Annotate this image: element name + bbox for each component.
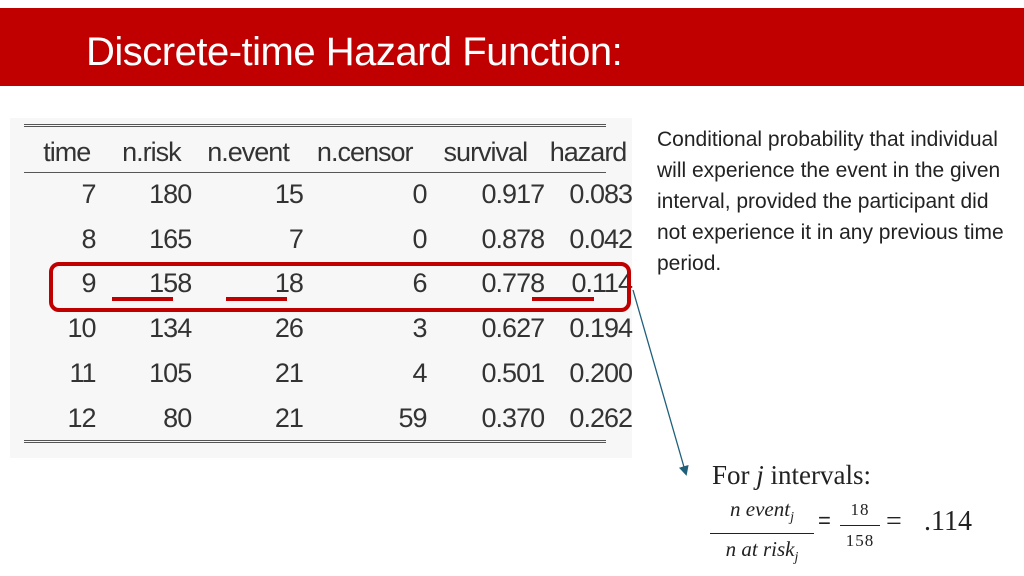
table-row: 10 134 26 3 0.627 0.194 bbox=[24, 306, 633, 351]
formula-numerator: n eventj bbox=[710, 496, 814, 531]
fraction-bar bbox=[710, 533, 814, 535]
cell-n-risk: 180 bbox=[149, 178, 192, 209]
slide-title: Discrete-time Hazard Function: bbox=[86, 30, 623, 74]
arrow-line bbox=[632, 289, 689, 476]
cell-survival: 0.917 bbox=[481, 178, 546, 209]
cell-survival: 0.370 bbox=[481, 402, 546, 433]
column-header-n-censor: n.censor bbox=[316, 136, 414, 167]
cell-n-censor: 0 bbox=[412, 223, 428, 254]
cell-time: 12 bbox=[67, 402, 96, 433]
formula-result: .114 bbox=[924, 506, 972, 537]
cell-survival: 0.627 bbox=[481, 313, 546, 344]
cell-n-risk: 134 bbox=[149, 313, 192, 344]
value-numerator: 18 bbox=[850, 500, 870, 519]
column-header-n-event: n.event bbox=[207, 136, 290, 167]
formula-label-var: j bbox=[756, 460, 764, 490]
column-header-n-risk: n.risk bbox=[122, 136, 182, 167]
cell-hazard: 0.083 bbox=[569, 178, 633, 209]
numerator-text: n event bbox=[730, 497, 791, 521]
fraction-bar bbox=[840, 525, 880, 526]
cell-n-risk: 158 bbox=[149, 268, 192, 299]
cell-n-event: 15 bbox=[274, 178, 304, 209]
table-row: 7 180 15 0 0.917 0.083 bbox=[24, 172, 633, 217]
cell-survival: 0.878 bbox=[481, 223, 546, 254]
cell-hazard: 0.262 bbox=[569, 402, 633, 433]
cell-n-event: 21 bbox=[274, 358, 304, 389]
value-fraction: 18 158 bbox=[840, 497, 880, 554]
denominator-subscript: j bbox=[794, 550, 799, 566]
numerator-subscript: j bbox=[790, 510, 794, 526]
definition-text: Conditional probability that individual … bbox=[657, 128, 1004, 275]
hazard-table: time n.risk n.event n.censor survival ha… bbox=[24, 132, 633, 441]
cell-n-event: 7 bbox=[288, 223, 304, 254]
column-header-time: time bbox=[43, 136, 91, 167]
highlight-box-row-9 bbox=[49, 262, 631, 312]
hazard-table-image: time n.risk n.event n.censor survival ha… bbox=[10, 118, 633, 458]
table-row: 8 165 7 0 0.878 0.042 bbox=[24, 217, 633, 262]
cell-hazard: 0.200 bbox=[569, 358, 633, 389]
cell-time: 10 bbox=[67, 313, 96, 344]
formula-label-prefix: For bbox=[712, 460, 757, 490]
table-header-row: time n.risk n.event n.censor survival ha… bbox=[24, 132, 632, 172]
cell-n-risk: 105 bbox=[149, 358, 192, 389]
cell-n-censor: 4 bbox=[412, 358, 428, 389]
cell-time: 7 bbox=[81, 178, 97, 209]
cell-n-event: 26 bbox=[274, 313, 304, 344]
cell-time: 11 bbox=[69, 358, 97, 389]
table-top-rule bbox=[24, 124, 606, 127]
cell-time: 9 bbox=[81, 268, 97, 299]
column-header-hazard: hazard bbox=[549, 136, 628, 167]
table-bottom-rule bbox=[24, 440, 606, 443]
title-bar: Discrete-time Hazard Function: bbox=[0, 8, 1024, 86]
value-denominator: 158 bbox=[845, 531, 875, 550]
cell-hazard: 0.194 bbox=[569, 313, 633, 344]
table-row: 12 80 21 59 0.370 0.262 bbox=[24, 396, 633, 441]
underline-hazard bbox=[532, 297, 594, 301]
formula-label: For j intervals: bbox=[712, 460, 871, 491]
cell-n-censor: 6 bbox=[412, 268, 428, 299]
cell-time: 8 bbox=[81, 223, 97, 254]
denominator-text: n at risk bbox=[725, 537, 795, 562]
cell-hazard: 0.114 bbox=[571, 268, 633, 299]
cell-n-censor: 0 bbox=[412, 178, 428, 209]
cell-hazard: 0.042 bbox=[569, 223, 633, 254]
cell-n-event: 18 bbox=[274, 268, 304, 299]
cell-survival: 0.778 bbox=[481, 268, 546, 299]
hazard-formula-fraction: n eventj n at riskj bbox=[710, 496, 814, 571]
equals-sign: = bbox=[886, 506, 902, 537]
column-header-survival: survival bbox=[443, 136, 529, 167]
formula-label-suffix: intervals: bbox=[763, 460, 872, 490]
cell-n-risk: 80 bbox=[163, 402, 192, 433]
table-header-rule bbox=[24, 172, 606, 173]
cell-n-risk: 165 bbox=[149, 223, 192, 254]
formula-denominator: n at riskj bbox=[710, 536, 814, 571]
cell-n-censor: 3 bbox=[412, 313, 428, 344]
underline-n-event bbox=[226, 297, 287, 301]
equals-sign: = bbox=[818, 508, 831, 533]
underline-n-risk bbox=[112, 297, 173, 301]
cell-n-censor: 59 bbox=[398, 402, 427, 433]
cell-n-event: 21 bbox=[274, 402, 304, 433]
table-row-highlighted: 9 158 18 6 0.778 0.114 bbox=[24, 262, 633, 307]
table-row: 11 105 21 4 0.501 0.200 bbox=[24, 351, 633, 396]
cell-survival: 0.501 bbox=[481, 358, 546, 389]
